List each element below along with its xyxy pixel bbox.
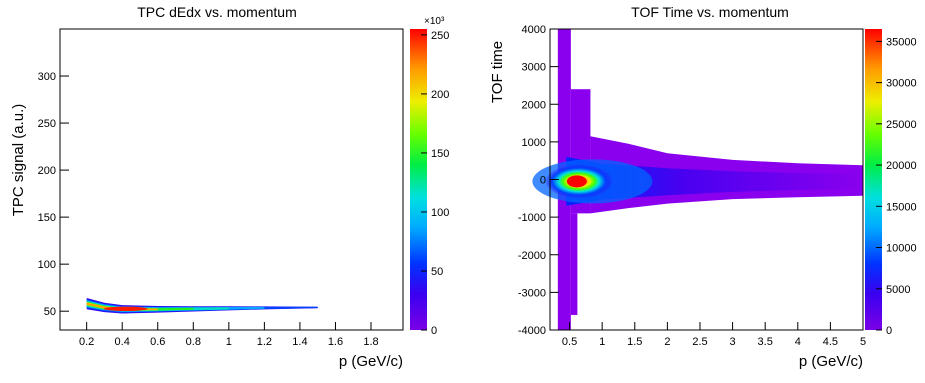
colorbar-tick-label: 150 — [431, 148, 449, 160]
colorbar-axis: 0 5000 10000 15000 20000 25000 30000 35000 — [876, 36, 917, 337]
colorbar-tick-label: 0 — [431, 325, 437, 337]
y-tick-label: 0 — [540, 175, 546, 187]
x-axis: 0.5 1 1.5 2 2.5 3 3.5 4 4.5 5 — [562, 322, 866, 348]
colorbar-tick-label: 250 — [431, 30, 449, 42]
x-tick-label: 0.8 — [186, 336, 201, 348]
y-tick-label: 50 — [44, 306, 56, 318]
plot-frame — [59, 28, 404, 331]
x-tick-label: 1 — [226, 336, 232, 348]
density-contour — [86, 302, 158, 310]
x-tick-label: 1 — [599, 336, 605, 348]
x-tick-label: 4.5 — [823, 336, 838, 348]
x-tick-label: 2.5 — [692, 336, 707, 348]
colorbar-tick-label: 0 — [886, 325, 892, 337]
y-tick-label: -2000 — [518, 250, 546, 262]
x-tick-label: 4 — [795, 336, 801, 348]
x-tick-label: 0.6 — [150, 336, 165, 348]
x-tick-label: 5 — [860, 336, 866, 348]
y-tick-label: 200 — [38, 165, 56, 177]
colorbar-tick-label: 15000 — [886, 201, 917, 213]
y-axis-label: TPC signal (a.u.) — [10, 104, 27, 217]
colorbar-tick-label: 100 — [431, 207, 449, 219]
x-axis: 0.2 0.4 0.6 0.8 1 1.2 1.4 1.6 1.8 — [79, 322, 379, 348]
x-tick-label: 1.2 — [257, 336, 272, 348]
y-tick-label: 250 — [38, 118, 56, 130]
plot-area — [532, 29, 863, 330]
y-tick-label: 3000 — [522, 62, 546, 74]
x-tick-label: 0.5 — [562, 336, 577, 348]
colorbar-axis: 0 50 100 150 200 250 — [421, 30, 449, 337]
x-tick-label: 1.8 — [363, 336, 378, 348]
y-axis: -4000 -3000 -2000 -1000 0 1000 2000 3000 4000 — [518, 24, 559, 337]
y-tick-label: 4000 — [522, 24, 546, 36]
colorbar-tick-label: 20000 — [886, 160, 917, 172]
chart-title: TOF Time vs. momentum — [631, 4, 789, 20]
x-axis-label: p (GeV/c) — [339, 353, 403, 370]
y-tick-label: 300 — [38, 71, 56, 83]
x-tick-label: 3.5 — [758, 336, 773, 348]
x-tick-label: 1.4 — [292, 336, 307, 348]
density-peak — [103, 306, 148, 312]
x-tick-label: 0.2 — [79, 336, 94, 348]
y-tick-label: -4000 — [518, 325, 546, 337]
x-tick-label: 0.4 — [115, 336, 130, 348]
x-tick-label: 2 — [664, 336, 670, 348]
y-tick-label: 100 — [38, 259, 56, 271]
y-tick-label: 2000 — [522, 99, 546, 111]
tpc-panel: TPC dEdx vs. momentum 0.2 0.4 0.6 0.8 1 1.2 1.… — [10, 4, 449, 370]
y-tick-label: 1000 — [522, 137, 546, 149]
colorbar-multiplier: ×10³ — [424, 16, 445, 27]
colorbar-tick-label: 200 — [431, 89, 449, 101]
x-tick-label: 1.5 — [627, 336, 642, 348]
tof-panel: TOF Time vs. momentum 0.5 1 1.5 2 2.5 3 3.5 4 4.… — [489, 4, 917, 370]
colorbar-tick-label: 10000 — [886, 243, 917, 255]
y-tick-label: -3000 — [518, 287, 546, 299]
colorbar — [410, 29, 427, 330]
y-axis: 50 100 150 200 250 300 — [38, 71, 69, 318]
x-axis-label: p (GeV/c) — [799, 353, 863, 370]
colorbar-tick-label: 5000 — [886, 284, 910, 296]
y-axis-label: TOF time — [489, 41, 506, 103]
colorbar-tick-label: 50 — [431, 266, 443, 278]
density-peak-core — [566, 175, 587, 188]
x-tick-label: 3 — [730, 336, 736, 348]
time-spray — [570, 213, 578, 315]
y-tick-label: -1000 — [518, 212, 546, 224]
colorbar-tick-label: 35000 — [886, 36, 917, 48]
x-tick-label: 1.6 — [328, 336, 343, 348]
colorbar — [865, 29, 882, 330]
plot-area — [86, 298, 318, 314]
colorbar-tick-label: 25000 — [886, 119, 917, 131]
chart-title: TPC dEdx vs. momentum — [137, 4, 297, 20]
colorbar-tick-label: 30000 — [886, 78, 917, 90]
y-tick-label: 150 — [38, 212, 56, 224]
